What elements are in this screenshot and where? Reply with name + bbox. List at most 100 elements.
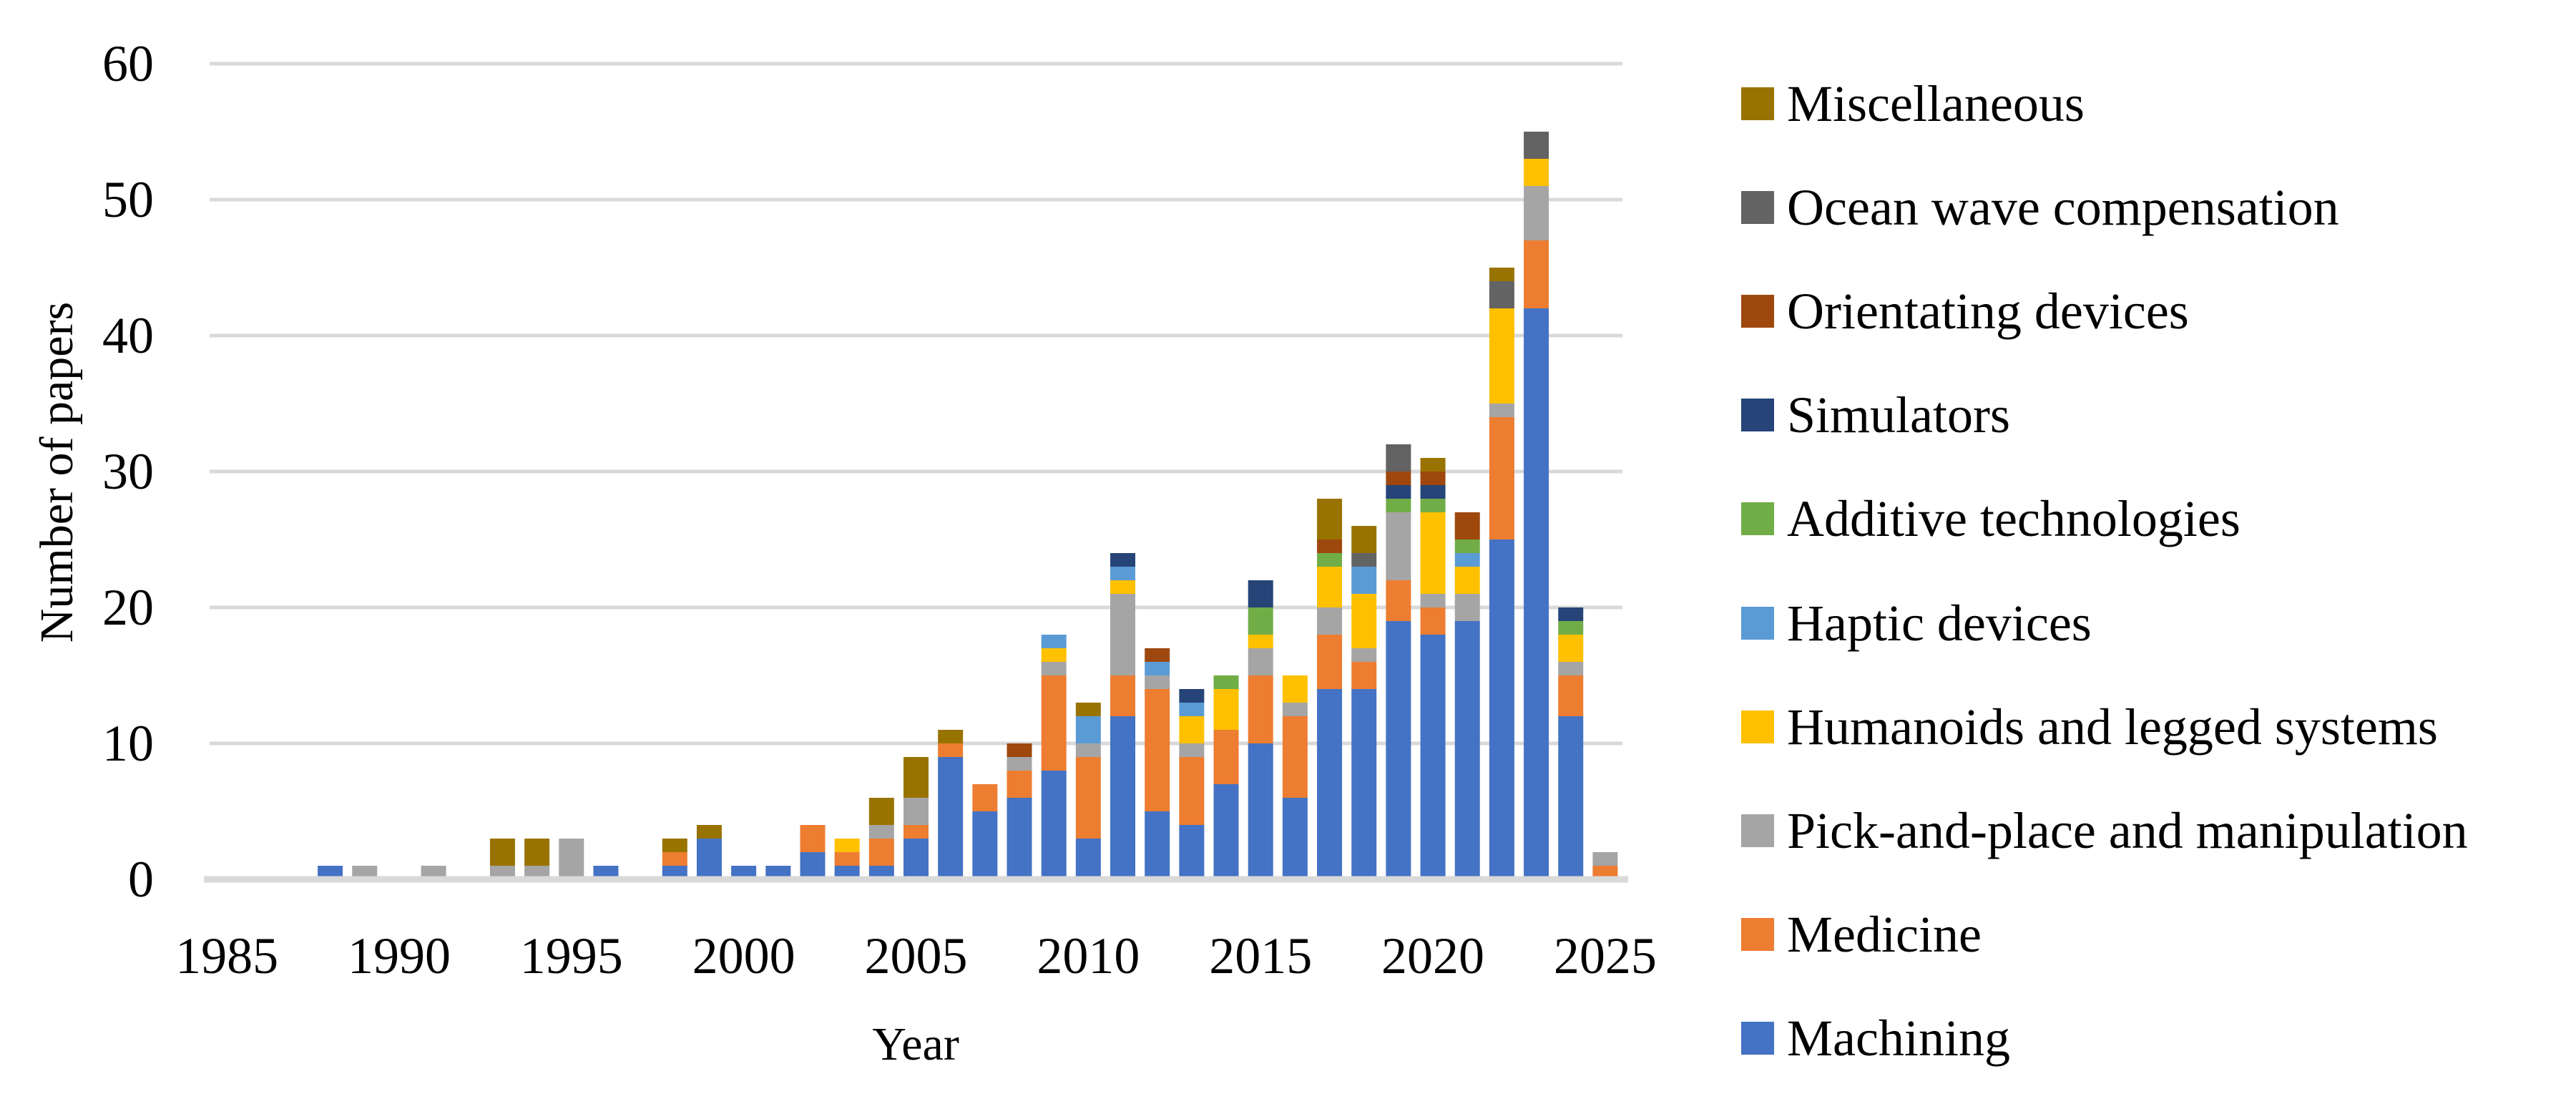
legend-item: Ocean wave compensation xyxy=(1741,175,2339,240)
bar-segment xyxy=(903,798,929,825)
legend-label: Pick-and-place and manipulation xyxy=(1787,801,2468,859)
x-tick-label: 1990 xyxy=(347,927,451,985)
bar-segment xyxy=(1179,757,1205,825)
legend-label: Simulators xyxy=(1787,386,2011,444)
bar-segment xyxy=(834,839,860,852)
bar-segment xyxy=(1317,607,1343,635)
bar-segment xyxy=(1075,703,1101,716)
bar-segment xyxy=(1110,594,1136,675)
bar-segment xyxy=(1524,159,1549,186)
y-tick-label: 10 xyxy=(102,715,154,772)
legend-swatch xyxy=(1741,917,1774,951)
bar-segment xyxy=(1351,648,1377,662)
legend-swatch xyxy=(1741,191,1774,225)
bar-segment xyxy=(1420,512,1446,594)
x-tick-label: 1985 xyxy=(175,927,279,985)
bar-segment xyxy=(868,825,894,839)
bar-segment xyxy=(1248,743,1273,879)
bar-segment xyxy=(1351,689,1377,879)
legend-swatch xyxy=(1741,87,1774,120)
bar-segment xyxy=(1351,567,1377,594)
bar-segment xyxy=(1041,662,1067,675)
y-tick-label: 50 xyxy=(102,171,154,228)
bar-segment xyxy=(903,757,929,798)
bar-segment xyxy=(1558,635,1584,662)
bar-segment xyxy=(662,839,687,852)
legend-item: Simulators xyxy=(1741,382,2010,448)
bar-segment xyxy=(1420,485,1446,499)
bar-segment xyxy=(1075,757,1101,839)
bar-segment xyxy=(1317,689,1343,879)
bar-segment xyxy=(1213,784,1239,879)
bar-segment xyxy=(1420,458,1446,472)
bar-segment xyxy=(318,866,343,879)
legend-label: Medicine xyxy=(1787,905,1982,963)
bar-segment xyxy=(1213,675,1239,689)
bar-segment xyxy=(1248,607,1273,635)
bar-segment xyxy=(834,866,860,879)
x-axis-title: Year xyxy=(872,1018,959,1070)
legend-swatch xyxy=(1741,1021,1774,1055)
legend-item: Pick-and-place and manipulation xyxy=(1741,798,2468,864)
x-tick-label: 2020 xyxy=(1381,927,1485,985)
bar-segment xyxy=(1489,281,1514,308)
legend-item: Medicine xyxy=(1741,902,1982,967)
x-tick-label: 2005 xyxy=(864,927,968,985)
bar-segment xyxy=(1454,621,1480,879)
bar-segment xyxy=(1110,675,1136,716)
bar-segment xyxy=(1351,553,1377,567)
bar-segment xyxy=(1386,499,1411,512)
bar-segment xyxy=(1007,743,1032,757)
bar-segment xyxy=(1145,675,1170,689)
bar-segment xyxy=(1558,621,1584,635)
bar-segment xyxy=(868,798,894,825)
bar-segment xyxy=(1007,757,1032,771)
bar-segment xyxy=(1041,675,1067,771)
bar-segment xyxy=(1489,539,1514,879)
bar-segment xyxy=(972,811,998,879)
bar-segment xyxy=(1386,472,1411,485)
legend-swatch xyxy=(1741,606,1774,640)
bar-segment xyxy=(696,839,722,879)
y-tick-label: 60 xyxy=(102,35,154,92)
y-tick-label: 0 xyxy=(128,851,154,908)
bar-segment xyxy=(1007,771,1032,798)
bar-segment xyxy=(1351,526,1377,553)
legend-swatch xyxy=(1741,399,1774,432)
bar-segment xyxy=(696,825,722,839)
y-axis-title: Number of papers xyxy=(31,301,83,643)
bar-segment xyxy=(1524,132,1549,159)
y-tick-label: 20 xyxy=(102,579,154,636)
bar-segment xyxy=(1145,811,1170,879)
bar-segment xyxy=(1041,648,1067,662)
legend-label: Humanoids and legged systems xyxy=(1787,698,2438,756)
bar-segment xyxy=(524,839,550,866)
bar-segment xyxy=(834,852,860,866)
bar-segment xyxy=(1351,594,1377,648)
bar-segment xyxy=(1489,308,1514,404)
x-tick-label: 2015 xyxy=(1209,927,1313,985)
bar-segment xyxy=(1386,580,1411,621)
bar-segment xyxy=(1386,485,1411,499)
bar-segment xyxy=(1420,594,1446,607)
bar-segment xyxy=(1351,662,1377,689)
legend-item: Additive technologies xyxy=(1741,486,2240,552)
bar-segment xyxy=(765,866,791,879)
bar-segment xyxy=(1248,580,1273,607)
bar-segment xyxy=(903,825,929,839)
bar-segment xyxy=(1489,404,1514,417)
chart-legend: Miscellaneous Ocean wave compensation Orie… xyxy=(1741,0,2576,1094)
legend-item: Machining xyxy=(1741,1005,2010,1071)
bar-segment xyxy=(1075,839,1101,879)
bar-segment xyxy=(1041,771,1067,879)
bar-segment xyxy=(1454,594,1480,621)
bar-segment xyxy=(1179,689,1205,703)
bar-segment xyxy=(352,866,378,879)
legend-swatch xyxy=(1741,295,1774,328)
bar-segment xyxy=(800,825,826,852)
bar-segment xyxy=(1179,703,1205,716)
bar-segment xyxy=(1110,716,1136,879)
bar-segment xyxy=(1558,607,1584,621)
